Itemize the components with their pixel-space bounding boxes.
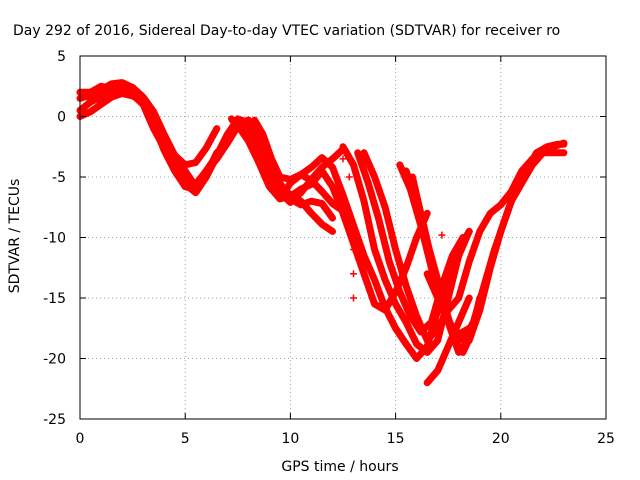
tick-marks (79, 55, 607, 420)
x-tick-label: 20 (492, 431, 510, 447)
y-tick-label: 5 (57, 49, 66, 65)
points-layer (82, 109, 446, 302)
y-tick-label: 0 (57, 110, 66, 126)
plus-marker (360, 149, 368, 157)
x-tick-label: 25 (597, 431, 615, 447)
x-tick-label: 0 (76, 431, 85, 447)
series-track-8 (339, 143, 473, 356)
plus-marker (350, 270, 358, 278)
x-tick-label: 5 (181, 431, 190, 447)
series-track-7 (251, 116, 473, 362)
plus-marker (350, 246, 358, 254)
series-track-5 (76, 84, 336, 235)
series-track-15 (423, 270, 473, 338)
y-tick-labels: 5 0 -5 -10 -15 -20 -25 (43, 49, 66, 428)
y-tick-label: -10 (43, 231, 66, 247)
x-tick-labels: 0 5 10 15 20 25 (76, 431, 615, 447)
plus-marker (339, 155, 347, 163)
x-tick-label: 15 (387, 431, 405, 447)
plus-marker (350, 294, 358, 302)
chart-title: Day 292 of 2016, Sidereal Day-to-day VTE… (13, 23, 560, 39)
y-tick-label: -25 (43, 412, 66, 428)
y-tick-label: -20 (43, 352, 66, 368)
x-tick-label: 10 (281, 431, 299, 447)
plot-frame (79, 55, 607, 420)
series-track-9 (354, 149, 467, 336)
y-axis-label: SDTVAR / TECUs (7, 179, 23, 294)
series-track-14 (423, 294, 473, 387)
plus-marker (345, 173, 353, 181)
plus-marker (438, 231, 446, 239)
series-layer (76, 79, 568, 387)
y-tick-label: -5 (52, 170, 66, 186)
y-tick-label: -15 (43, 291, 66, 307)
grid-lines (80, 56, 606, 419)
x-axis-label: GPS time / hours (281, 459, 398, 475)
plus-marker (82, 109, 90, 117)
